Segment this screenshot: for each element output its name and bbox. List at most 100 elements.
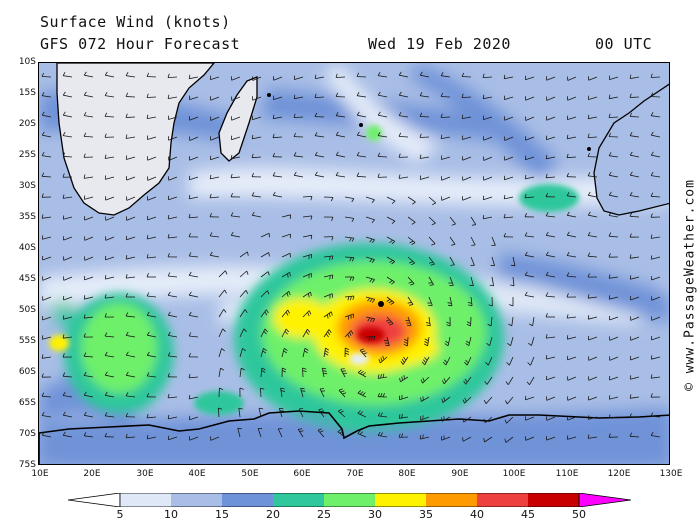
wind-barb-feather — [398, 433, 401, 438]
wind-barb-feather — [524, 232, 528, 237]
wind-barb — [42, 336, 52, 340]
wind-barb — [567, 195, 577, 198]
wind-barb-feather — [83, 333, 86, 338]
wind-barb-feather — [443, 361, 447, 366]
wind-barb-feather — [629, 375, 632, 380]
wind-barb — [546, 396, 556, 401]
wind-barb — [630, 336, 640, 341]
wind-barb — [630, 316, 640, 321]
wind-barb — [104, 335, 115, 338]
wind-barb-feather — [356, 111, 360, 116]
lon-label-60e: 60E — [293, 469, 311, 479]
wind-barb-feather — [482, 73, 485, 78]
wind-barb — [168, 355, 178, 358]
wind-barb — [427, 336, 430, 346]
wind-barb-feather — [283, 350, 288, 354]
wind-barb — [609, 174, 619, 178]
wind-barb-feather — [440, 134, 443, 139]
wind-barb-feather — [251, 172, 254, 177]
wind-barb-feather — [360, 370, 364, 375]
wind-barb-feather — [356, 172, 360, 177]
wind-barb-feather — [245, 290, 249, 294]
wind-barb — [294, 174, 304, 178]
wind-map[interactable] — [38, 62, 670, 465]
wind-barb — [428, 216, 436, 224]
wind-barb-feather — [146, 114, 149, 119]
wind-barb — [483, 196, 493, 201]
wind-barb-feather — [280, 390, 285, 392]
wind-barb-feather — [125, 92, 129, 97]
wind-barb — [399, 176, 409, 179]
copyright-notice: © www.PassageWeather.com — [682, 179, 698, 391]
wind-barb — [357, 155, 367, 158]
wind-barb-feather — [62, 131, 66, 136]
wind-barb-feather — [104, 154, 107, 159]
wind-barb-feather — [425, 322, 430, 324]
wind-barb-feather — [483, 399, 487, 404]
wind-barb — [504, 96, 514, 100]
wind-barb-feather — [41, 373, 44, 378]
wind-barb — [293, 116, 304, 118]
wind-barb — [42, 95, 52, 98]
wind-barb — [420, 436, 430, 440]
wind-barb — [147, 375, 157, 378]
lon-label-40e: 40E — [188, 469, 206, 479]
wind-barb — [210, 76, 220, 80]
wind-barb — [147, 136, 157, 140]
wind-barb-feather — [62, 91, 66, 96]
wind-barb-feather — [462, 437, 464, 442]
wind-barb — [336, 175, 346, 178]
colorbar-segment — [477, 493, 528, 507]
wind-barb — [609, 155, 619, 158]
wind-barb-feather — [62, 72, 66, 76]
wind-barb-feather — [146, 292, 150, 297]
wind-barb-feather — [167, 253, 170, 258]
wind-barb-feather — [267, 271, 270, 276]
wind-barb-feather — [318, 408, 323, 411]
wind-barb — [41, 175, 52, 178]
wind-barb-feather — [629, 233, 632, 238]
wind-barb-feather — [447, 302, 452, 304]
wind-barb-feather — [299, 430, 304, 432]
wind-barb-feather — [464, 378, 468, 383]
wind-barb — [323, 293, 333, 298]
wind-barb-feather — [305, 331, 310, 335]
wind-barb-feather — [403, 375, 405, 380]
wind-barb-feather — [280, 387, 285, 390]
wind-barb-feather — [371, 239, 375, 244]
wind-barb-feather — [352, 276, 355, 281]
wind-barb-feather — [230, 212, 234, 217]
wind-barb — [126, 75, 136, 78]
wind-barb-feather — [608, 152, 612, 156]
wind-barb — [146, 416, 157, 419]
wind-barb — [462, 136, 472, 140]
wind-barb-feather — [104, 432, 107, 437]
wind-barb — [428, 296, 433, 306]
wind-barb — [546, 436, 556, 441]
wind-barb — [63, 276, 73, 281]
wind-barb-feather — [629, 432, 633, 437]
wind-barb-feather — [629, 132, 633, 136]
wind-barb — [238, 408, 241, 418]
colorbar-label: 5 — [116, 508, 124, 521]
wind-barb — [281, 348, 285, 358]
wind-barb — [462, 176, 472, 181]
wind-barb-feather — [125, 72, 129, 76]
wind-barb-feather — [391, 261, 396, 265]
wind-barb — [218, 309, 225, 318]
colorbar-label: 45 — [521, 508, 535, 521]
wind-barb-feather — [267, 290, 270, 295]
wind-barb — [464, 396, 472, 404]
wind-barb-feather — [380, 357, 383, 362]
wind-barb — [62, 375, 73, 378]
wind-barb-feather — [188, 194, 191, 199]
wind-barb-feather — [272, 191, 276, 196]
wind-barb-feather — [410, 283, 415, 286]
wind-barb — [210, 176, 220, 180]
wind-barb — [490, 316, 493, 327]
wind-barb-feather — [146, 331, 150, 336]
wind-barb-feather — [650, 213, 653, 218]
wind-barb-feather — [440, 92, 444, 97]
wind-barb — [273, 116, 283, 120]
wind-barb-feather — [340, 368, 345, 370]
